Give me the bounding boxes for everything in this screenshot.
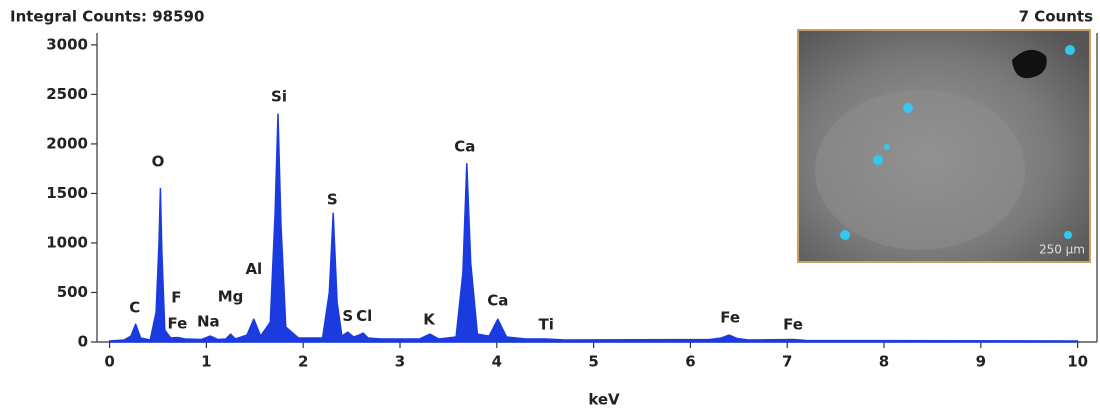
peak-label: F — [171, 288, 181, 306]
y-tick-label: 1000 — [46, 233, 88, 251]
inset-image: 250 µm — [797, 29, 1091, 263]
peak-label: Si — [271, 87, 287, 105]
marker-dots — [840, 45, 1075, 240]
x-tick-label: 4 — [492, 353, 502, 371]
chart-title: Integral Counts: 98590 — [10, 8, 204, 26]
x-tick-label: 6 — [685, 353, 695, 371]
x-axis-label: keV — [588, 391, 620, 409]
peak-label: Fe — [167, 315, 187, 333]
counts-label: 7 Counts — [1019, 8, 1094, 26]
scale-bar-label: 250 µm — [1039, 243, 1085, 257]
peak-label: Fe — [783, 316, 803, 334]
y-tick-label: 2000 — [46, 134, 88, 152]
y-tick-label: 3000 — [46, 35, 88, 53]
y-tick-label: 1500 — [46, 184, 88, 202]
y-tick-label: 500 — [57, 283, 88, 301]
x-tick-label: 2 — [298, 353, 308, 371]
peak-label: S — [342, 307, 353, 325]
peak-label: Ti — [538, 316, 553, 334]
peak-label: Fe — [720, 309, 740, 327]
x-tick-label: 5 — [588, 353, 598, 371]
x-tick-label: 10 — [1067, 353, 1088, 371]
peak-label: K — [423, 311, 436, 329]
peak-label: Ca — [487, 291, 508, 309]
x-tick-label: 8 — [879, 353, 889, 371]
hole — [1012, 49, 1047, 79]
peak-label: Ca — [454, 137, 475, 155]
x-tick-label: 3 — [395, 353, 405, 371]
x-tick-label: 7 — [782, 353, 792, 371]
y-tick-label: 0 — [78, 333, 88, 351]
x-tick-label: 0 — [104, 353, 114, 371]
peak-label: C — [129, 299, 140, 317]
x-tick-label: 1 — [201, 353, 211, 371]
y-tick-label: 2500 — [46, 85, 88, 103]
spectrum-area — [108, 113, 1079, 343]
peak-label: Al — [245, 260, 262, 278]
peak-label: Mg — [218, 287, 244, 305]
peak-label: Cl — [356, 307, 372, 325]
peak-label: O — [152, 152, 165, 170]
particle — [815, 90, 1025, 250]
peak-label: Na — [197, 313, 220, 331]
peak-label: S — [327, 190, 338, 208]
x-tick-label: 9 — [976, 353, 986, 371]
